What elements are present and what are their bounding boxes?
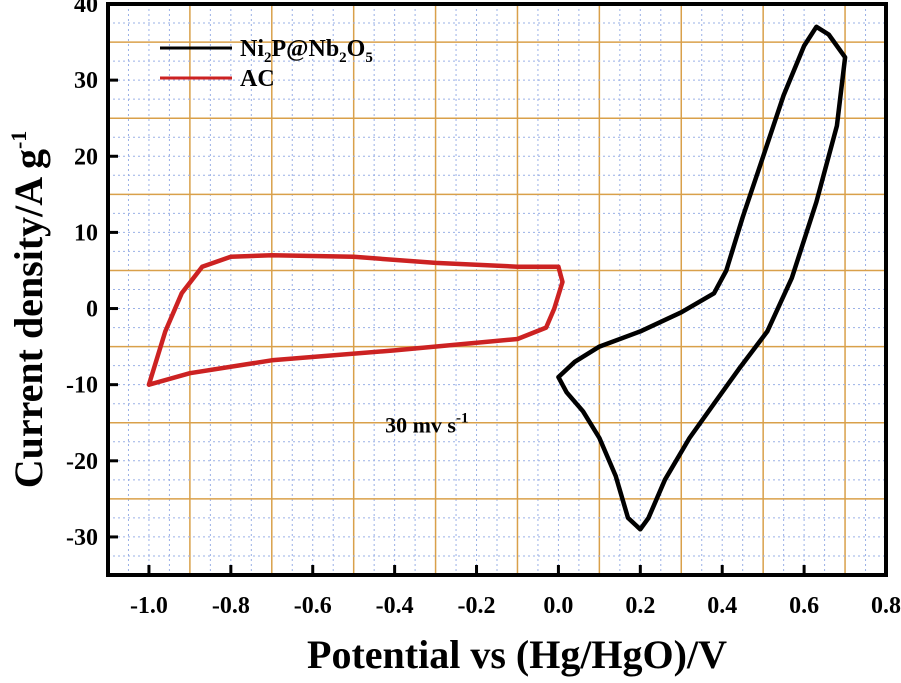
x-tick-label: 0.0 [543, 593, 573, 619]
y-axis-title: Current density/A g-1 [6, 131, 51, 489]
y-tick-label: 40 [74, 0, 98, 18]
axis-ticks: -1.0 -0.8 -0.6 -0.4 -0.2 0.0 0.2 0.4 0.6 0.8 -30 -2… [66, 0, 901, 619]
plot-frame [106, 2, 888, 577]
series-ac-curve [146, 252, 565, 387]
x-tick-label: 0.6 [789, 593, 819, 619]
x-axis-title: Potential vs (Hg/HgO)/V [307, 632, 727, 677]
x-tick-label: -0.2 [458, 593, 496, 619]
x-tick-label: -0.4 [376, 593, 414, 619]
legend: Ni2P@Nb2O5 AC [160, 36, 373, 92]
legend-label-ni2p: Ni2P@Nb2O5 [240, 36, 373, 66]
x-tick-label: -0.6 [294, 593, 332, 619]
grid [107, 3, 887, 576]
y-tick-label: 30 [74, 68, 98, 94]
y-tick-label: -30 [66, 525, 98, 551]
series-ni2p-nb2o5-curve [556, 24, 848, 532]
y-tick-label: -20 [66, 449, 98, 475]
x-tick-label: 0.8 [871, 593, 901, 619]
series-group [146, 24, 848, 532]
legend-label-ac: AC [240, 66, 275, 92]
y-tick-label: 10 [74, 220, 98, 246]
x-tick-label: -0.8 [212, 593, 250, 619]
x-tick-label: -1.0 [130, 593, 168, 619]
x-tick-label: 0.2 [625, 593, 655, 619]
scan-rate-annotation: 30 mv s-1 [385, 411, 468, 438]
y-tick-label: 20 [74, 144, 98, 170]
x-tick-label: 0.4 [707, 593, 737, 619]
y-tick-label: 0 [86, 297, 98, 323]
y-tick-label: -10 [66, 373, 98, 399]
